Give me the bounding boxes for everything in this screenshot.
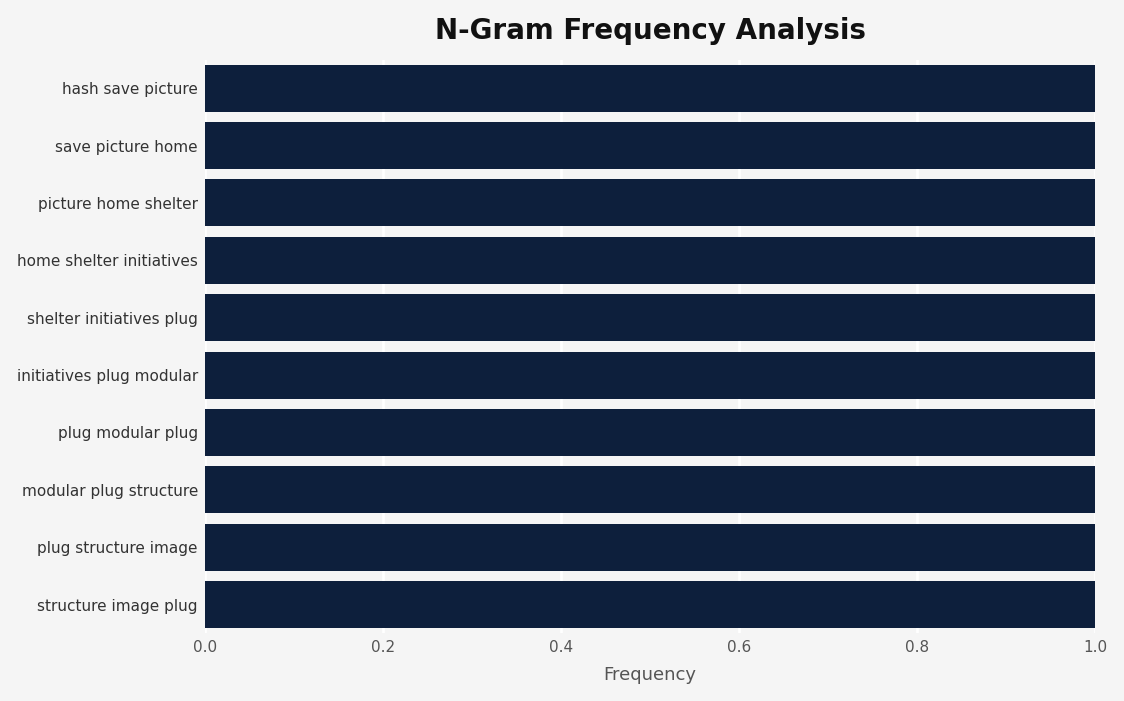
X-axis label: Frequency: Frequency — [604, 667, 697, 684]
Bar — [205, 122, 1095, 169]
Bar — [205, 581, 1095, 628]
Bar — [205, 524, 1095, 571]
Bar — [205, 237, 1095, 284]
Bar — [205, 409, 1095, 456]
Bar — [205, 294, 1095, 341]
Title: N-Gram Frequency Analysis: N-Gram Frequency Analysis — [435, 17, 865, 45]
Bar — [205, 64, 1095, 111]
Bar — [205, 179, 1095, 226]
Bar — [205, 466, 1095, 513]
Bar — [205, 352, 1095, 399]
